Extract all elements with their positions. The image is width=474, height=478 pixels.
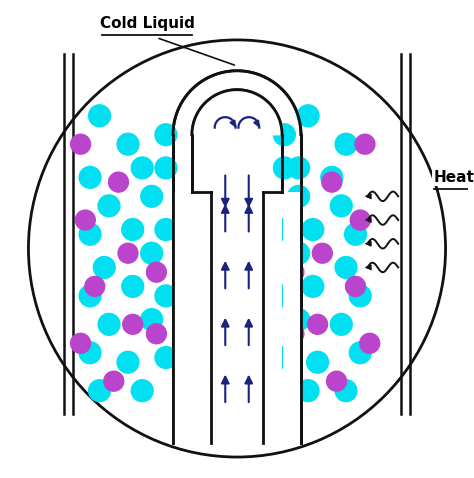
Circle shape — [297, 380, 319, 402]
Circle shape — [98, 314, 120, 335]
Circle shape — [79, 285, 101, 307]
Circle shape — [346, 276, 365, 296]
Circle shape — [335, 257, 357, 278]
Circle shape — [308, 315, 328, 334]
Circle shape — [307, 351, 328, 373]
Circle shape — [146, 262, 166, 282]
Circle shape — [122, 275, 144, 297]
Circle shape — [141, 309, 163, 330]
Circle shape — [155, 218, 177, 240]
Circle shape — [273, 285, 295, 307]
Circle shape — [312, 243, 332, 263]
Circle shape — [288, 309, 310, 330]
Circle shape — [71, 333, 91, 353]
Circle shape — [327, 371, 346, 391]
Circle shape — [118, 243, 138, 263]
Circle shape — [109, 172, 128, 192]
Circle shape — [89, 105, 110, 127]
Circle shape — [321, 166, 343, 188]
Circle shape — [71, 134, 91, 154]
Circle shape — [89, 380, 110, 402]
Circle shape — [288, 242, 310, 264]
Circle shape — [123, 315, 143, 334]
Circle shape — [131, 380, 153, 402]
Polygon shape — [173, 71, 301, 135]
Bar — [212, 192, 262, 443]
Circle shape — [345, 223, 366, 245]
Circle shape — [104, 371, 124, 391]
Circle shape — [93, 257, 115, 278]
Circle shape — [273, 124, 295, 146]
Circle shape — [98, 195, 120, 217]
Circle shape — [85, 276, 105, 296]
Circle shape — [297, 105, 319, 127]
Circle shape — [273, 157, 295, 179]
Bar — [174, 192, 191, 443]
Circle shape — [155, 285, 177, 307]
Circle shape — [75, 210, 95, 230]
Circle shape — [141, 242, 163, 264]
Text: Heat: Heat — [434, 170, 474, 185]
Circle shape — [122, 218, 144, 240]
Circle shape — [79, 223, 101, 245]
Circle shape — [155, 157, 177, 179]
Circle shape — [349, 342, 371, 364]
Circle shape — [350, 210, 370, 230]
Polygon shape — [192, 90, 282, 135]
Circle shape — [155, 124, 177, 146]
Circle shape — [146, 324, 166, 344]
Circle shape — [79, 166, 101, 188]
Circle shape — [117, 351, 139, 373]
Circle shape — [322, 172, 342, 192]
Circle shape — [330, 314, 352, 335]
Bar — [283, 192, 300, 443]
Circle shape — [273, 218, 295, 240]
Circle shape — [284, 262, 304, 282]
Circle shape — [335, 380, 357, 402]
Circle shape — [302, 218, 324, 240]
Circle shape — [273, 347, 295, 369]
Circle shape — [117, 133, 139, 155]
Circle shape — [330, 195, 352, 217]
Circle shape — [155, 347, 177, 369]
Bar — [193, 192, 211, 443]
Circle shape — [302, 275, 324, 297]
Circle shape — [360, 333, 380, 353]
Text: Cold Liquid: Cold Liquid — [100, 16, 194, 31]
Bar — [264, 192, 282, 443]
Circle shape — [335, 133, 357, 155]
Circle shape — [131, 157, 153, 179]
Circle shape — [355, 134, 375, 154]
Circle shape — [288, 185, 310, 207]
Circle shape — [349, 285, 371, 307]
Circle shape — [141, 185, 163, 207]
Circle shape — [284, 324, 304, 344]
Circle shape — [79, 342, 101, 364]
Circle shape — [288, 157, 310, 179]
